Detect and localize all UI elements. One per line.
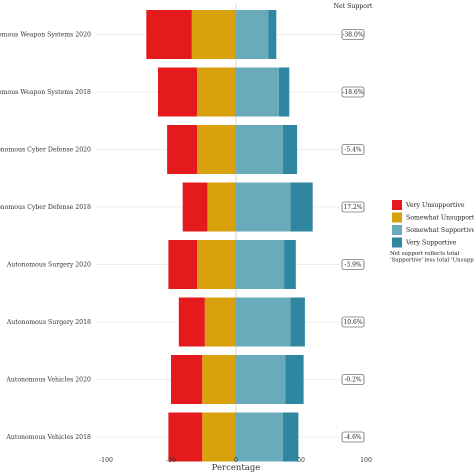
- legend-note: 'Supportive' less total 'Unsupportive.': [390, 258, 474, 264]
- x-axis-ticks: -100 -50 0 50 100: [99, 457, 372, 464]
- legend-label: Somewhat Supportive: [406, 227, 474, 234]
- x-tick-label: -100: [99, 457, 113, 464]
- category-label: Autonomous Weapon Systems 2018: [0, 89, 91, 96]
- legend-label: Very Supportive: [405, 240, 457, 247]
- legend-label: Very Unsupportive: [405, 202, 465, 209]
- bar-very-unsupportive: [146, 10, 192, 59]
- bar-somewhat-unsupportive: [202, 412, 236, 462]
- bar-very-supportive: [282, 412, 299, 462]
- bar-somewhat-supportive: [236, 125, 283, 174]
- bar-somewhat-unsupportive: [197, 67, 236, 117]
- net-support-box: [341, 29, 365, 40]
- net-support-label: 17.2%: [343, 204, 362, 211]
- legend-swatch: [392, 225, 402, 235]
- category-label: Autonomous Vehicles 2018: [5, 434, 91, 441]
- bar-very-supportive: [278, 67, 290, 117]
- bar-somewhat-unsupportive: [197, 240, 236, 289]
- bar-somewhat-supportive: [236, 297, 291, 347]
- x-tick-label: 100: [360, 457, 372, 464]
- net-support-box: [341, 144, 365, 155]
- bar-somewhat-supportive: [236, 182, 291, 232]
- bar-somewhat-supportive: [236, 412, 283, 462]
- category-label: Autonomous Weapon Systems 2020: [0, 32, 91, 39]
- bar-very-supportive: [284, 240, 296, 289]
- bar-somewhat-supportive: [236, 10, 269, 59]
- bar-very-supportive: [268, 10, 277, 59]
- x-tick-label: -50: [166, 457, 176, 464]
- bar-very-supportive: [282, 125, 298, 174]
- bar-very-unsupportive: [168, 412, 203, 462]
- net-support-box: [341, 259, 365, 270]
- legend-swatch: [392, 237, 402, 248]
- bar-very-unsupportive: [168, 240, 197, 289]
- category-label: Autonomous Vehicles 2020: [5, 377, 91, 384]
- category-label: Autonomous Surgery 2018: [6, 319, 91, 326]
- net-support-box: [341, 316, 365, 328]
- bar-very-supportive: [290, 182, 313, 232]
- legend-note: Net support reflects total: [390, 251, 460, 257]
- bar-somewhat-supportive: [236, 240, 285, 289]
- bar-somewhat-unsupportive: [202, 355, 236, 404]
- bar-somewhat-unsupportive: [191, 10, 236, 59]
- bar-very-unsupportive: [178, 297, 205, 347]
- net-support-label: -18.6%: [342, 89, 363, 96]
- x-tick-label: 0: [234, 457, 238, 464]
- legend-swatch: [392, 200, 402, 210]
- net-support-label: -0.2%: [344, 377, 362, 384]
- category-label: Autonomous Cyber Defense 2018: [0, 204, 91, 211]
- net-support-box: [341, 86, 365, 98]
- bars-group: [146, 10, 313, 462]
- bar-very-unsupportive: [171, 355, 203, 404]
- net-support-box: [341, 431, 365, 443]
- bar-somewhat-supportive: [236, 355, 286, 404]
- net-support-label: -3.9%: [344, 262, 362, 269]
- net-support-label: -4.6%: [344, 434, 362, 441]
- bar-somewhat-unsupportive: [204, 297, 236, 347]
- bar-very-unsupportive: [158, 67, 197, 117]
- bar-very-supportive: [285, 355, 304, 404]
- bar-very-unsupportive: [182, 182, 208, 232]
- net-support-labels: -38.0% -18.6% -5.4% 17.2% -3.9% 10.6% -0.2% -4.…: [341, 29, 365, 443]
- category-label: Autonomous Cyber Defense 2020: [0, 147, 91, 154]
- legend-swatch: [392, 212, 402, 223]
- bar-somewhat-unsupportive: [207, 182, 236, 232]
- bar-somewhat-supportive: [236, 67, 279, 117]
- legend: Very Unsupportive Somewhat Unsupportive So…: [390, 200, 474, 264]
- net-support-label: -38.0%: [342, 32, 363, 39]
- category-labels: Autonomous Weapon Systems 2020 Autonomous…: [0, 32, 91, 442]
- bar-very-unsupportive: [167, 125, 197, 174]
- x-axis-title: Percentage: [212, 463, 261, 473]
- net-support-box: [341, 201, 365, 213]
- legend-label: Somewhat Unsupportive: [406, 215, 474, 222]
- bar-very-supportive: [290, 297, 305, 347]
- net-support-label: 10.6%: [343, 319, 362, 326]
- category-label: Autonomous Surgery 2020: [6, 262, 91, 269]
- x-tick-label: 50: [297, 457, 305, 464]
- net-support-box: [341, 374, 365, 385]
- net-support-title: Net Support: [334, 3, 373, 10]
- bar-somewhat-unsupportive: [197, 125, 236, 174]
- net-support-label: -5.4%: [344, 147, 362, 154]
